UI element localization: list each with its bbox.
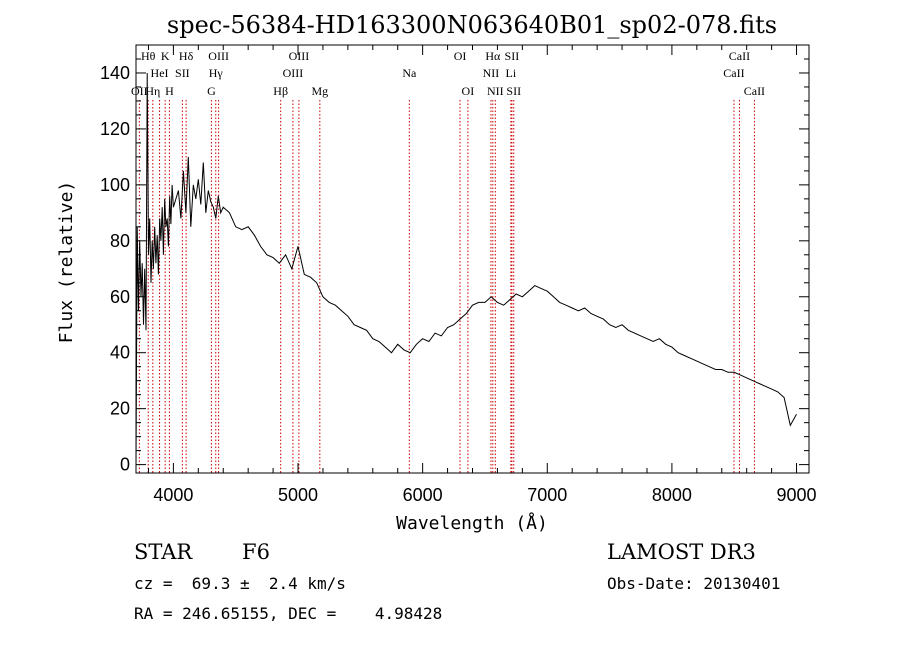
line-marker-label: SII [506, 84, 521, 98]
y-tick-label: 80 [110, 231, 130, 251]
y-tick-label: 120 [100, 119, 130, 139]
object-class: STAR [134, 540, 193, 564]
x-tick-label: 8000 [652, 485, 692, 505]
obs-date: Obs-Date: 20130401 [607, 574, 781, 593]
line-marker-label: OII [131, 84, 148, 98]
x-tick-label: 9000 [777, 485, 817, 505]
y-axis-label: Flux (relative) [56, 181, 77, 344]
line-marker-label: HeI [151, 66, 169, 80]
line-marker-label: CaII [729, 49, 750, 63]
y-tick-label: 0 [120, 455, 130, 475]
line-marker-label: CaII [723, 66, 744, 80]
line-marker-label: SII [175, 66, 190, 80]
line-marker-label: OIII [289, 49, 310, 63]
redshift-info: cz = 69.3 ± 2.4 km/s [134, 574, 346, 593]
survey-name: LAMOST DR3 [607, 540, 756, 564]
x-tick-label: 7000 [527, 485, 567, 505]
line-marker-label: OIII [283, 66, 304, 80]
line-marker-label: OI [462, 84, 475, 98]
axis-ticks: 4000 5000 6000 7000 8000 9000 0 20 40 60 80 100 120 1… [100, 45, 817, 505]
line-marker-label: Hδ [179, 49, 194, 63]
line-marker-label: Hη [145, 84, 160, 98]
line-marker-label: Hθ [141, 49, 156, 63]
line-marker-label: OIII [208, 49, 229, 63]
line-marker-label: Hβ [273, 84, 288, 98]
y-tick-label: 40 [110, 343, 130, 363]
line-marker-label: Hγ [209, 66, 224, 80]
x-tick-label: 5000 [278, 485, 318, 505]
line-marker-label: G [207, 84, 216, 98]
y-tick-label: 140 [100, 63, 130, 83]
line-marker-label: K [161, 49, 170, 63]
x-tick-label: 6000 [403, 485, 443, 505]
line-marker-label: NII [487, 84, 504, 98]
line-marker-label: NII [483, 66, 500, 80]
line-marker-label: CaII [744, 84, 765, 98]
line-marker-label: SII [505, 49, 520, 63]
line-markers: HθOIIHηHeIKHSIIHδHγGOIIIHβOIIIOIIIMgNaOI… [131, 49, 765, 473]
line-marker-label: OI [454, 49, 467, 63]
x-axis-label: Wavelength (Å) [396, 512, 548, 534]
line-marker-label: Li [506, 66, 517, 80]
plot-frame [135, 44, 810, 474]
line-marker-label: Mg [311, 84, 328, 98]
y-tick-label: 60 [110, 287, 130, 307]
chart-title: spec-56384-HD163300N063640B01_sp02-078.f… [167, 11, 777, 39]
y-tick-label: 100 [100, 175, 130, 195]
y-tick-label: 20 [110, 399, 130, 419]
x-tick-label: 4000 [153, 485, 193, 505]
object-subclass: F6 [242, 540, 270, 564]
line-marker-label: Hα [485, 49, 501, 63]
line-marker-label: H [165, 84, 174, 98]
line-marker-label: Na [402, 66, 417, 80]
coordinates: RA = 246.65155, DEC = 4.98428 [134, 604, 443, 623]
flux-series-line [135, 72, 797, 465]
